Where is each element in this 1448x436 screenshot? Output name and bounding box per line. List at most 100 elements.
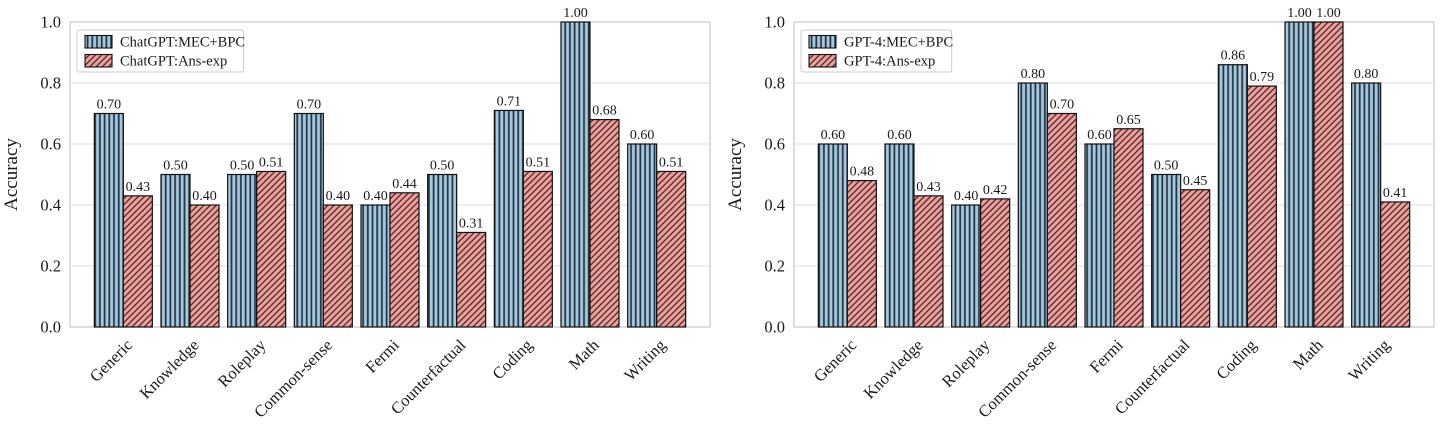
bar	[389, 192, 420, 328]
bar-value-label: 0.60	[887, 128, 912, 143]
bar	[189, 204, 220, 328]
chart-gpt4: 0.0 0.2 0.4 0.6 0.8 1.0 Accuracy 0.60 0.48 Generi…	[724, 0, 1448, 436]
x-category-label: Knowledge	[136, 335, 203, 402]
bar-value-label: 0.80	[1021, 67, 1046, 82]
y-tick-label: 0.8	[764, 74, 785, 93]
bar-value-label: 0.71	[497, 94, 522, 109]
bar	[122, 195, 153, 328]
bar-value-label: 0.70	[297, 98, 322, 113]
x-category-label: Math	[1289, 335, 1328, 374]
bar	[93, 112, 124, 328]
bar	[1380, 201, 1411, 328]
bar-value-label: 0.50	[430, 159, 455, 174]
bar-value-label: 0.48	[850, 165, 875, 180]
legend-box	[76, 29, 244, 73]
bar	[560, 21, 591, 328]
bar-value-label: 0.31	[459, 216, 484, 231]
bar-value-label: 0.65	[1116, 113, 1141, 128]
bar	[293, 112, 324, 328]
y-tick-label: 0.6	[764, 135, 785, 154]
bar-value-label: 0.51	[526, 155, 551, 170]
bar-value-label: 1.00	[1316, 6, 1341, 21]
x-category-label: Generic	[86, 335, 136, 385]
bar	[1017, 82, 1048, 328]
bar-value-label: 0.51	[259, 155, 284, 170]
bar-value-label: 0.50	[1154, 159, 1179, 174]
y-axis-title: Accuracy	[725, 138, 746, 211]
bar-value-label: 1.00	[563, 6, 588, 21]
y-tick-label: 0.6	[40, 135, 61, 154]
bar-value-label: 0.40	[363, 189, 388, 204]
bar	[1217, 64, 1248, 328]
legend-swatch	[84, 34, 113, 49]
y-axis-title: Accuracy	[1, 138, 22, 211]
legend-swatch	[808, 53, 837, 68]
bar-value-label: 0.60	[821, 128, 846, 143]
bar-value-label: 0.50	[163, 159, 188, 174]
bar	[256, 170, 287, 328]
bar	[1180, 189, 1211, 328]
bar	[884, 143, 915, 328]
x-category-label: Knowledge	[860, 335, 927, 402]
y-tick-label: 0.2	[40, 257, 61, 276]
y-tick-label: 0.0	[40, 318, 61, 337]
legend-label: GPT-4:MEC+BPC	[844, 35, 953, 51]
legend: ChatGPT:MEC+BPC ChatGPT:Ans-exp	[76, 29, 245, 73]
bar	[522, 170, 553, 328]
legend-swatch	[808, 34, 837, 49]
bar-value-label: 1.00	[1287, 6, 1312, 21]
y-tick-label: 0.8	[40, 74, 61, 93]
bar-value-label: 0.86	[1221, 49, 1246, 64]
x-category-label: Coding	[488, 335, 536, 383]
bar-value-label: 0.60	[630, 128, 655, 143]
bar	[627, 143, 658, 328]
gpt4-accuracy-bar-chart: 0.0 0.2 0.4 0.6 0.8 1.0 Accuracy 0.60 0.48 Generi…	[725, 6, 1435, 421]
bar	[817, 143, 848, 328]
x-category-label: Generic	[810, 335, 860, 385]
bar	[980, 198, 1011, 328]
y-tick-label: 0.4	[40, 196, 61, 215]
bar	[322, 204, 353, 328]
bar	[1113, 128, 1144, 328]
y-tick-label: 1.0	[40, 13, 61, 32]
y-tick-label: 0.4	[764, 196, 785, 215]
bar-value-label: 0.43	[126, 180, 151, 195]
bar-value-label: 0.68	[592, 104, 617, 119]
bar	[1046, 112, 1077, 328]
bar-value-label: 0.40	[326, 189, 351, 204]
bar-value-label: 0.70	[97, 98, 122, 113]
bar	[656, 170, 687, 328]
bar	[360, 204, 391, 328]
bar-value-label: 0.41	[1383, 186, 1408, 201]
x-category-label: Writing	[1344, 335, 1393, 384]
y-tick-label: 1.0	[764, 13, 785, 32]
bar	[227, 173, 258, 328]
chart-chatgpt: 0.0 0.2 0.4 0.6 0.8 1.0 Accuracy 0.70 0.43 Generi…	[1, 6, 711, 421]
bar	[427, 173, 458, 328]
bar	[1084, 143, 1115, 328]
bar-value-label: 0.42	[983, 183, 1008, 198]
bar-value-label: 0.44	[392, 177, 417, 192]
bar-value-label: 0.40	[954, 189, 979, 204]
bar-value-label: 0.43	[916, 180, 941, 195]
bar-value-label: 0.70	[1050, 98, 1075, 113]
bar	[1313, 21, 1344, 328]
bar-value-label: 0.50	[230, 159, 255, 174]
bar	[589, 118, 620, 328]
bar-value-label: 0.80	[1354, 67, 1379, 82]
bar	[951, 204, 982, 328]
y-tick-label: 0.2	[764, 257, 785, 276]
x-category-label: Coding	[1212, 335, 1260, 383]
bar	[160, 173, 191, 328]
bar-value-label: 0.40	[192, 189, 217, 204]
bar-value-label: 0.51	[659, 155, 684, 170]
x-category-label: Writing	[620, 335, 669, 384]
bar-value-label: 0.45	[1183, 174, 1208, 189]
x-category-label: Fermi	[362, 335, 404, 377]
bar	[1284, 21, 1315, 328]
x-category-label: Roleplay	[938, 335, 994, 391]
bar	[493, 109, 524, 328]
bar-value-label: 0.79	[1250, 70, 1275, 85]
bar	[1151, 173, 1182, 328]
